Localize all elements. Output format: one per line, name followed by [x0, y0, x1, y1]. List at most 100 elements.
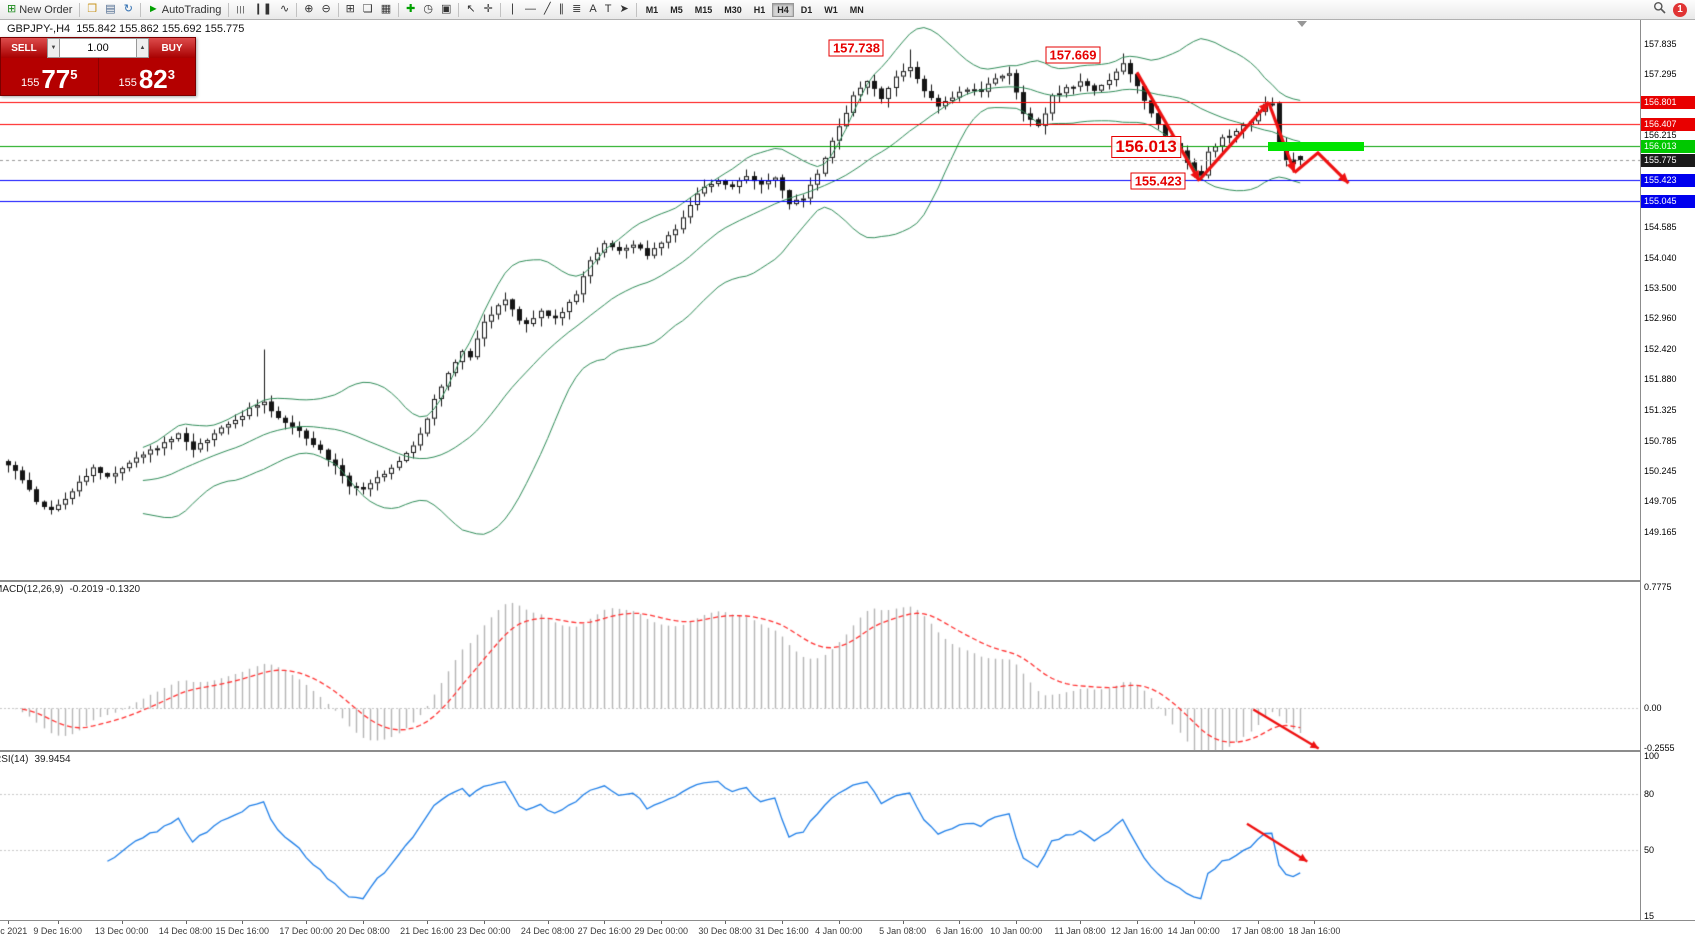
- timeframe-m30[interactable]: M30: [724, 4, 742, 15]
- arrow-objects-button[interactable]: ➤: [616, 1, 631, 18]
- templates-button[interactable]: ▣: [438, 1, 454, 18]
- sell-price-pips: 77: [41, 64, 71, 94]
- autotrading-button[interactable]: ► AutoTrading: [145, 1, 224, 18]
- timeframe-h1[interactable]: H1: [753, 4, 766, 15]
- cascade-windows-button[interactable]: ❏: [360, 1, 376, 18]
- notification-badge[interactable]: 1: [1673, 2, 1687, 17]
- symbol-period: GBPJPY-,H4: [7, 23, 71, 35]
- price-tick-label: 151.325: [1644, 405, 1677, 416]
- equidistant-channel-button[interactable]: ∥: [556, 1, 568, 18]
- chart-shift-marker[interactable]: [1297, 21, 1308, 27]
- volume-increment-button[interactable]: ▲: [136, 38, 149, 58]
- time-axis-label: 30 Dec 08:00: [698, 926, 752, 936]
- indicators-button[interactable]: ✚: [403, 1, 418, 18]
- print-icon: ▤: [105, 3, 116, 15]
- toolbar-separator: [79, 2, 81, 17]
- candlestick-chart-button[interactable]: ❙❚: [251, 1, 275, 18]
- time-axis-tick: [782, 921, 783, 924]
- toolbar-separator: [458, 2, 460, 17]
- trendline-button[interactable]: ╱: [541, 1, 554, 18]
- pane-separator[interactable]: [0, 580, 1695, 582]
- zoom-out-button[interactable]: ⊖: [318, 1, 333, 18]
- fibonacci-icon: ≣: [572, 3, 582, 15]
- time-axis-tick: [548, 921, 549, 924]
- rsi-pane-canvas[interactable]: [0, 752, 1640, 920]
- sell-button[interactable]: SELL: [1, 38, 47, 58]
- time-axis-label: 27 Dec 16:00: [577, 926, 632, 936]
- price-chart-canvas[interactable]: [0, 20, 1640, 580]
- price-annotation[interactable]: 156.013: [1111, 136, 1181, 159]
- pane-separator[interactable]: [0, 750, 1695, 752]
- time-axis-label: 21 Dec 16:00: [400, 926, 454, 936]
- price-tick-label: 149.705: [1644, 496, 1677, 507]
- text-button[interactable]: A: [586, 1, 599, 18]
- autotrading-icon: ►: [147, 3, 159, 15]
- price-tick-label: 156.215: [1644, 130, 1677, 141]
- price-annotation[interactable]: 157.669: [1045, 46, 1101, 64]
- timeframe-mn[interactable]: MN: [849, 4, 864, 15]
- price-annotation[interactable]: 155.423: [1130, 172, 1186, 190]
- timeframe-m5[interactable]: M5: [670, 4, 683, 15]
- price-tick-label: 157.835: [1644, 38, 1677, 49]
- tile-windows-icon: ▦: [380, 3, 392, 15]
- fibonacci-button[interactable]: ≣: [569, 1, 584, 18]
- buy-button[interactable]: BUY: [149, 38, 195, 58]
- periods-button[interactable]: ◷: [420, 1, 436, 18]
- refresh-button[interactable]: ↻: [121, 1, 136, 18]
- sell-price-button[interactable]: 155 77 5: [1, 58, 98, 95]
- time-axis-tick: [604, 921, 605, 924]
- time-axis-tick: [58, 921, 59, 924]
- time-axis-tick: [306, 921, 307, 924]
- price-annotation[interactable]: 157.738: [828, 39, 884, 57]
- timeframe-h4[interactable]: H4: [772, 2, 794, 17]
- cursor-button[interactable]: ↖: [463, 1, 478, 18]
- support-zone-rectangle[interactable]: [1268, 141, 1365, 151]
- time-axis-label: 14 Dec 08:00: [158, 926, 213, 936]
- zoom-in-button[interactable]: ⊕: [301, 1, 316, 18]
- cursor-icon: ↖: [466, 3, 476, 15]
- print-button[interactable]: ▤: [102, 1, 118, 18]
- timeframe-m1[interactable]: M1: [645, 4, 659, 15]
- price-tick-label: 152.960: [1644, 313, 1677, 324]
- macd-pane-canvas[interactable]: [0, 582, 1640, 750]
- horizontal-line-button[interactable]: ―: [522, 1, 539, 18]
- rsi-tick-label: 50: [1644, 845, 1655, 856]
- price-tick-label: 150.245: [1644, 466, 1677, 477]
- periods-icon: ◷: [423, 3, 433, 15]
- price-level-label: 155.775: [1641, 153, 1695, 167]
- volume-decrement-button[interactable]: ▼: [47, 38, 60, 58]
- vertical-line-button[interactable]: ❘: [505, 1, 520, 18]
- time-axis-tick: [242, 921, 243, 924]
- time-axis-label: 15 Dec 16:00: [215, 926, 270, 936]
- time-axis[interactable]: Dec 2021 9 Dec 16:00 13 Dec 00:00 14 Dec 08…: [0, 920, 1695, 944]
- vertical-line-icon: ❘: [507, 3, 518, 15]
- timeframe-w1[interactable]: W1: [824, 4, 838, 15]
- buy-price-point: 3: [167, 67, 175, 82]
- new-chart-icon: ⊞: [345, 3, 355, 15]
- text-label-button[interactable]: T: [602, 1, 615, 18]
- time-axis-tick: [1080, 921, 1081, 924]
- new-chart-button[interactable]: ⊞: [343, 1, 358, 18]
- timeframe-m15[interactable]: M15: [694, 4, 713, 15]
- buy-price-button[interactable]: 155 82 3: [97, 58, 196, 95]
- time-axis-label: 13 Dec 00:00: [94, 926, 149, 936]
- search-icon[interactable]: [1653, 1, 1666, 19]
- new-order-button[interactable]: ⊞ New Order: [4, 1, 75, 18]
- tile-windows-button[interactable]: ▦: [378, 1, 394, 18]
- macd-indicator-label: MACD(12,26,9) -0.2019 -0.1320: [0, 584, 140, 595]
- price-axis[interactable]: 157.835 157.295 156.215 154.585 154.040 153.5…: [1640, 20, 1695, 921]
- macd-values: -0.2019 -0.1320: [69, 584, 141, 595]
- volume-input[interactable]: 1.00: [60, 38, 136, 58]
- timeframe-d1[interactable]: D1: [800, 4, 813, 15]
- line-chart-button[interactable]: ∿: [277, 1, 292, 18]
- toolbar-separator: [398, 2, 400, 17]
- metaeditor-button[interactable]: ❒: [84, 1, 100, 18]
- line-chart-icon: ∿: [280, 3, 290, 15]
- toolbar-separator: [139, 2, 141, 17]
- refresh-icon: ↻: [123, 3, 133, 15]
- time-axis-label: 10 Jan 00:00: [990, 926, 1043, 936]
- bar-chart-button[interactable]: |||: [233, 1, 248, 18]
- time-axis-tick: [1137, 921, 1138, 924]
- time-axis-tick: [1016, 921, 1017, 924]
- crosshair-button[interactable]: ✛: [481, 1, 496, 18]
